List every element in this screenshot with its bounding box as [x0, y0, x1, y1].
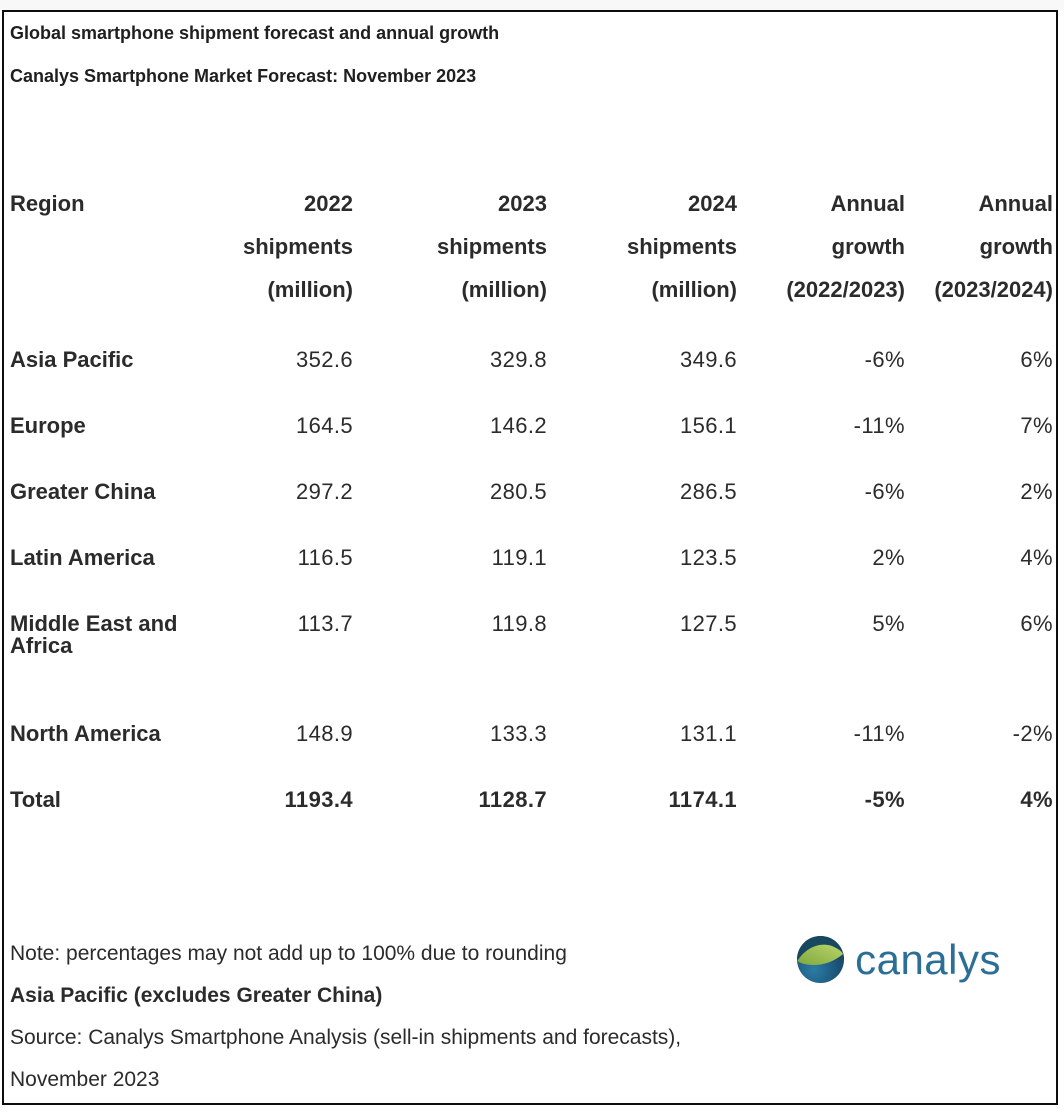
canalys-globe-icon	[797, 936, 845, 983]
column-header-annual-growth-2023-2024: Annual growth (2023/2024)	[934, 191, 1053, 302]
shipment-forecast-table: Region 2022 shipments (million) 2023 shi…	[10, 182, 1053, 833]
growth-2023-2024-cell: 4%	[1020, 545, 1053, 570]
page-subtitle: Canalys Smartphone Market Forecast: Nove…	[10, 66, 477, 86]
note-rounding: Note: percentages may not add up to 100%…	[10, 942, 567, 965]
table-row-greater-china: Greater China 297.2 280.5 286.5 -6% 2%	[10, 459, 1053, 525]
shipments-2024-cell: 349.6	[679, 347, 737, 372]
column-header-2022-shipments: 2022 shipments (million)	[242, 191, 353, 302]
top-margin-strip	[0, 0, 1064, 10]
growth-2023-2024-cell: -2%	[1012, 721, 1053, 746]
shipments-2023-cell: 133.3	[489, 721, 547, 746]
shipments-2023-cell: 329.8	[489, 347, 547, 372]
growth-2023-2024-cell: 6%	[1020, 611, 1053, 636]
shipments-2023-cell: 146.2	[489, 413, 547, 438]
shipments-2022-cell: 113.7	[297, 611, 353, 636]
shipments-2023-cell: 280.5	[489, 479, 547, 504]
region-cell: Middle East and Africa	[10, 611, 178, 658]
growth-2022-2023-cell: 2%	[872, 545, 905, 570]
growth-2022-2023-cell: -6%	[864, 479, 905, 504]
shipments-2024-cell: 1174.1	[668, 787, 737, 812]
table-row-north-america: North America 148.9 133.3 131.1 -11% -2%	[10, 701, 1053, 767]
shipments-2022-cell: 352.6	[295, 347, 353, 372]
table-row-latin-america: Latin America 116.5 119.1 123.5 2% 4%	[10, 525, 1053, 591]
note-asia-pacific: Asia Pacific (excludes Greater China)	[10, 984, 383, 1007]
region-cell: Greater China	[10, 479, 156, 504]
report-footer: Note: percentages may not add up to 100%…	[10, 933, 1053, 1101]
region-cell: Total	[10, 787, 61, 812]
shipments-2022-cell: 164.5	[295, 413, 353, 438]
canalys-logo: canalys	[796, 935, 1001, 984]
shipments-2022-cell: 1193.4	[284, 787, 353, 812]
growth-2023-2024-cell: 7%	[1020, 413, 1053, 438]
shipments-2024-cell: 286.5	[679, 479, 737, 504]
shipments-2024-cell: 127.5	[679, 611, 737, 636]
shipments-2022-cell: 148.9	[295, 721, 353, 746]
region-cell: North America	[10, 721, 161, 746]
shipments-2024-cell: 131.1	[679, 721, 737, 746]
report-frame: Global smartphone shipment forecast and …	[2, 10, 1058, 1105]
growth-2022-2023-cell: -5%	[864, 787, 905, 812]
table-row-middle-east-and-africa: Middle East and Africa 113.7 119.8 127.5…	[10, 591, 1053, 701]
column-header-2024-shipments: 2024 shipments (million)	[626, 191, 737, 302]
column-header-2023-shipments: 2023 shipments (million)	[436, 191, 547, 302]
shipments-2023-cell: 119.8	[491, 611, 547, 636]
region-cell: Europe	[10, 413, 86, 438]
footnotes: Note: percentages may not add up to 100%…	[10, 933, 700, 1101]
growth-2023-2024-cell: 2%	[1020, 479, 1053, 504]
canalys-logo-text: canalys	[855, 935, 1001, 983]
growth-2023-2024-cell: 6%	[1020, 347, 1053, 372]
shipments-2022-cell: 297.2	[295, 479, 353, 504]
page-title: Global smartphone shipment forecast and …	[10, 23, 500, 43]
growth-2022-2023-cell: -11%	[853, 721, 905, 746]
shipments-2022-cell: 116.5	[297, 545, 353, 570]
column-header-region: Region	[10, 191, 85, 216]
growth-2022-2023-cell: -6%	[864, 347, 905, 372]
shipments-2023-cell: 1128.7	[478, 787, 547, 812]
region-cell: Latin America	[10, 545, 155, 570]
shipments-2024-cell: 156.1	[679, 413, 737, 438]
table-row-asia-pacific: Asia Pacific 352.6 329.8 349.6 -6% 6%	[10, 327, 1053, 393]
shipments-2023-cell: 119.1	[491, 545, 547, 570]
shipments-2024-cell: 123.5	[679, 545, 737, 570]
region-cell: Asia Pacific	[10, 347, 134, 372]
growth-2022-2023-cell: 5%	[872, 611, 905, 636]
source-note: Source: Canalys Smartphone Analysis (sel…	[10, 1026, 682, 1091]
growth-2023-2024-cell: 4%	[1020, 787, 1053, 812]
table-header: Region 2022 shipments (million) 2023 shi…	[10, 182, 1053, 327]
column-header-annual-growth-2022-2023: Annual growth (2022/2023)	[786, 191, 905, 302]
table-row-europe: Europe 164.5 146.2 156.1 -11% 7%	[10, 393, 1053, 459]
growth-2022-2023-cell: -11%	[853, 413, 905, 438]
table-row-total: Total 1193.4 1128.7 1174.1 -5% 4%	[10, 767, 1053, 833]
